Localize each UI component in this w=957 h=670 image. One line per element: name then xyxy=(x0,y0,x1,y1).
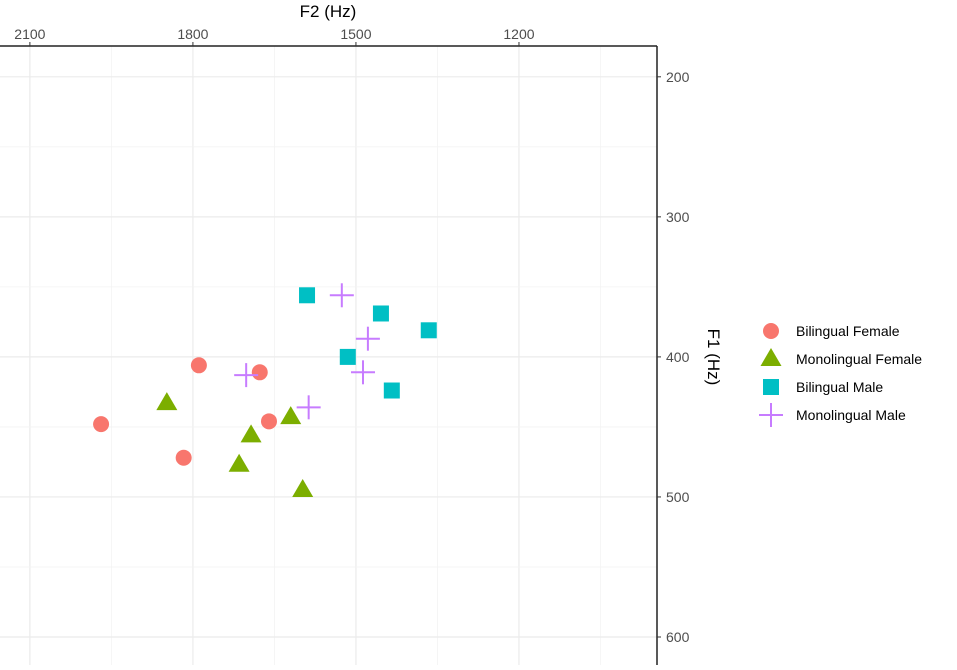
data-points xyxy=(93,283,437,497)
point-bilingual-female xyxy=(251,364,268,381)
point-monolingual-female xyxy=(156,392,178,411)
x-axis-title: F2 (Hz) xyxy=(300,2,357,21)
point-monolingual-female xyxy=(280,406,302,425)
legend-label: Bilingual Female xyxy=(796,323,900,339)
y-axis-ticks: 200 300 400 500 600 xyxy=(657,69,690,645)
legend-key-plus xyxy=(759,403,783,427)
point-bilingual-female xyxy=(175,449,192,466)
point-monolingual-male xyxy=(329,283,354,308)
y-tick-label: 600 xyxy=(666,629,690,645)
point-bilingual-male xyxy=(420,322,437,339)
point-monolingual-male xyxy=(351,360,376,385)
point-monolingual-female xyxy=(292,478,314,497)
point-monolingual-male xyxy=(296,395,321,420)
point-bilingual-female xyxy=(93,416,110,433)
legend-key-triangle xyxy=(760,348,782,366)
point-monolingual-male xyxy=(355,326,380,351)
legend-key-square xyxy=(763,379,779,395)
y-tick-label: 200 xyxy=(666,69,690,85)
legend: Bilingual Female Monolingual Female Biling… xyxy=(759,323,922,427)
grid xyxy=(0,46,657,665)
point-monolingual-female xyxy=(228,453,250,472)
y-tick-label: 400 xyxy=(666,349,690,365)
legend-key-circle xyxy=(763,323,779,339)
y-tick-label: 500 xyxy=(666,489,690,505)
point-bilingual-male xyxy=(339,348,356,365)
x-tick-label: 2100 xyxy=(14,26,45,42)
x-tick-label: 1800 xyxy=(177,26,208,42)
legend-label: Bilingual Male xyxy=(796,379,883,395)
x-tick-label: 1500 xyxy=(340,26,371,42)
y-tick-label: 300 xyxy=(666,209,690,225)
x-axis-ticks: 2100 1800 1500 1200 xyxy=(14,26,535,46)
legend-label: Monolingual Male xyxy=(796,407,906,423)
point-monolingual-male xyxy=(234,363,259,388)
point-bilingual-female xyxy=(190,357,207,374)
y-axis-title: F1 (Hz) xyxy=(704,329,723,386)
point-bilingual-male xyxy=(372,305,389,322)
point-bilingual-female xyxy=(260,413,277,430)
x-tick-label: 1200 xyxy=(503,26,534,42)
point-bilingual-male xyxy=(299,287,316,304)
point-bilingual-male xyxy=(383,382,400,399)
legend-label: Monolingual Female xyxy=(796,351,922,367)
point-monolingual-female xyxy=(240,424,262,443)
